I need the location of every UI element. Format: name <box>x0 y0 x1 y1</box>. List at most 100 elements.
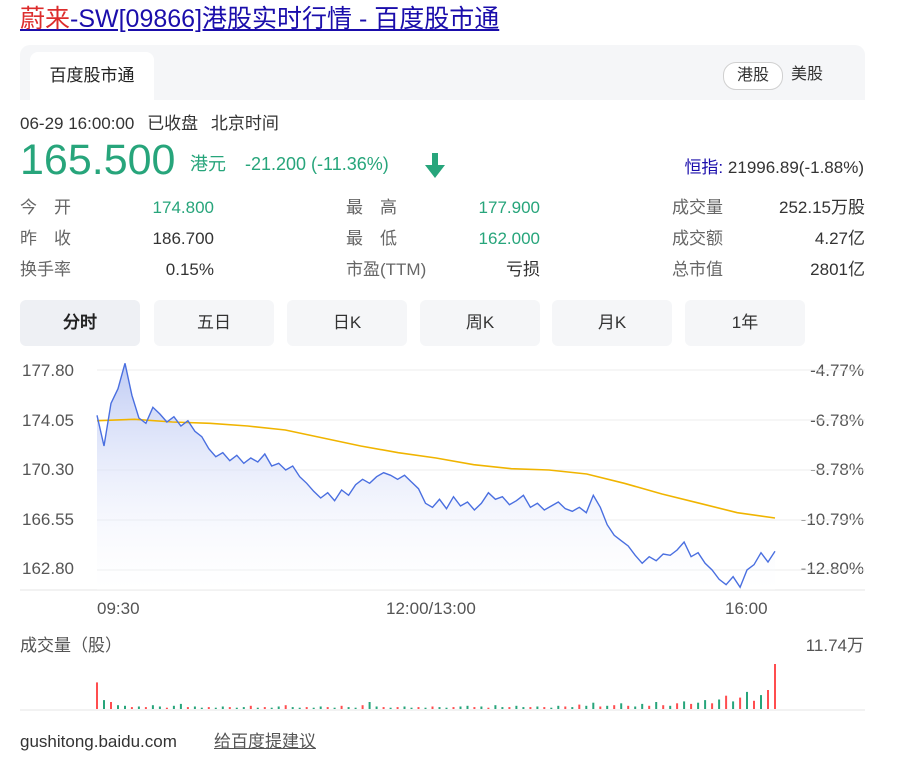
turnover-label: 换手率 <box>20 260 71 279</box>
prev-close-label: 昨 收 <box>20 229 71 248</box>
pe-value: 亏损 <box>506 260 540 279</box>
volume-bar <box>417 707 420 709</box>
volume-bar <box>550 707 553 709</box>
footer-site: gushitong.baidu.com <box>20 732 177 751</box>
volume-bar <box>543 707 546 709</box>
volume-bar <box>515 705 518 709</box>
volume-bar <box>319 706 322 709</box>
volume-bar <box>403 706 406 709</box>
volume-bar <box>333 707 336 709</box>
pe-label: 市盈(TTM) <box>346 260 427 279</box>
average-price-line <box>96 418 776 519</box>
tab-daily-k[interactable]: 日K <box>287 300 407 346</box>
volume-bar <box>438 707 441 709</box>
volume-bar <box>228 707 231 709</box>
volume-bar <box>124 705 126 709</box>
volume-bar <box>207 707 210 709</box>
volume-bar <box>606 705 609 709</box>
volume-bar <box>96 682 98 709</box>
volume-bar <box>256 707 259 709</box>
price-currency: 港元 <box>190 154 226 174</box>
volume-bar <box>389 707 392 709</box>
volume-bar <box>613 705 616 709</box>
volume-bar <box>340 705 343 709</box>
index-value: 21996.89(-1.88%) <box>727 158 864 177</box>
feedback-link[interactable]: 给百度提建议 <box>214 732 316 751</box>
volume-bar <box>326 707 329 709</box>
volume-bar <box>103 700 105 709</box>
volume-bar <box>305 707 308 709</box>
volume-max-label: 11.74万 <box>805 636 864 655</box>
open-label: 今 开 <box>20 198 71 217</box>
open-value: 174.800 <box>152 198 214 217</box>
volume-bar <box>767 690 769 709</box>
volume-bar <box>697 702 700 709</box>
volume-bar <box>144 707 147 709</box>
tab-weekly-k[interactable]: 周K <box>420 300 540 346</box>
volume-bar <box>557 705 560 709</box>
volume-bar <box>298 707 301 709</box>
amount-value: 4.27亿 <box>814 229 865 248</box>
source-tab[interactable]: 百度股市通 <box>30 52 154 100</box>
volume-bar <box>648 705 651 709</box>
volume-bar <box>424 707 427 709</box>
volume-bar <box>270 707 273 709</box>
low-label: 最 低 <box>346 229 397 248</box>
amount-label: 成交额 <box>672 229 723 248</box>
volume-bar <box>725 695 728 709</box>
y-pct-tick-4: -12.80% <box>800 559 864 578</box>
volume-bar <box>627 705 630 709</box>
volume-bar <box>760 695 762 709</box>
volume-bar <box>242 707 245 709</box>
index-label: 恒指: <box>684 158 724 177</box>
page-title-link[interactable]: 蔚来-SW[09866]港股实时行情 - 百度股市通 <box>20 2 499 36</box>
volume-chart <box>20 664 865 711</box>
volume-bar <box>655 702 658 709</box>
volume-bar <box>487 707 490 709</box>
volume-bar <box>277 706 280 709</box>
tab-five-day[interactable]: 五日 <box>154 300 274 346</box>
volume-bar <box>536 706 539 709</box>
volume-bar <box>291 707 294 709</box>
volume-bar <box>165 707 168 709</box>
volume-bar <box>634 706 637 709</box>
y-tick-1: 174.05 <box>22 411 74 430</box>
volume-bar <box>711 703 714 709</box>
market-us-button[interactable]: 美股 <box>791 66 824 83</box>
volume-bar <box>746 691 748 709</box>
volume-bar <box>774 664 776 709</box>
volume-bar <box>669 705 672 709</box>
volume-value: 252.15万股 <box>779 198 865 217</box>
volume-bar <box>718 699 721 709</box>
volume-bar <box>571 707 574 709</box>
tab-monthly-k[interactable]: 月K <box>552 300 672 346</box>
x-tick-open: 09:30 <box>97 599 140 618</box>
high-label: 最 高 <box>346 198 397 217</box>
y-tick-4: 162.80 <box>22 559 74 578</box>
volume-bar <box>158 706 161 709</box>
title-highlight: 蔚来 <box>20 5 71 33</box>
volume-bar <box>620 703 623 709</box>
market-hk-button[interactable]: 港股 <box>723 62 783 90</box>
intraday-price-chart[interactable] <box>0 350 900 600</box>
volume-bar <box>137 706 140 709</box>
volume-bar <box>354 707 357 709</box>
quote-status: 已收盘 <box>147 114 199 133</box>
volume-bar <box>431 706 434 709</box>
volume-bar <box>200 707 203 709</box>
volume-bar <box>494 705 497 709</box>
volume-bar <box>172 705 175 709</box>
volume-bar <box>284 705 287 709</box>
y-tick-2: 170.30 <box>22 460 74 479</box>
quote-date: 06-29 16:00:00 <box>20 114 135 133</box>
hang-seng-index[interactable]: 恒指: 21996.89(-1.88%) <box>684 156 864 180</box>
volume-bar <box>641 703 644 709</box>
market-cap-value: 2801亿 <box>810 260 865 279</box>
x-tick-close: 16:00 <box>725 599 768 618</box>
volume-bar <box>179 703 182 709</box>
prev-close-value: 186.700 <box>152 229 214 248</box>
volume-bar <box>110 702 112 709</box>
tab-intraday[interactable]: 分时 <box>20 300 140 346</box>
tab-one-year[interactable]: 1年 <box>685 300 805 346</box>
volume-chart-label: 成交量（股） <box>20 636 122 655</box>
